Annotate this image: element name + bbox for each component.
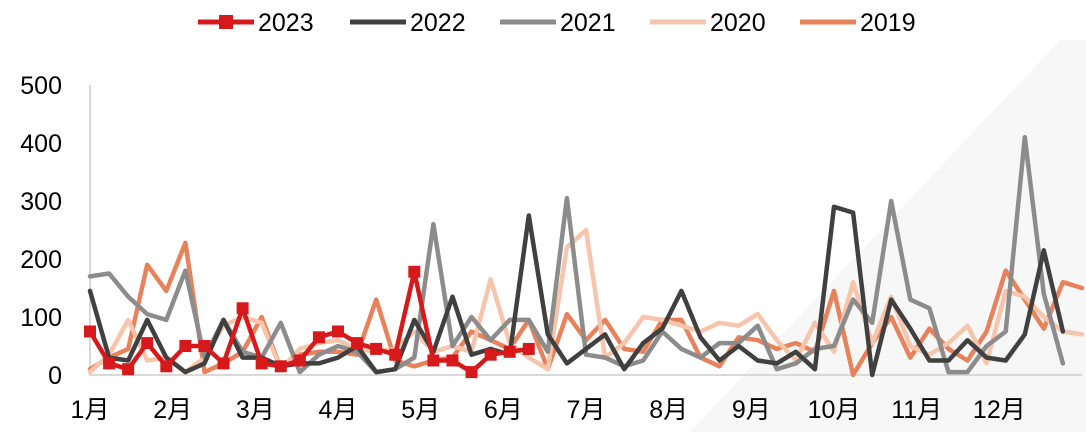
x-tick-labels: 1月 2月 3月 4月 5月 6月 7月 8月 9月 10月 11月 12月 xyxy=(71,396,1026,424)
x-tick-label: 11月 xyxy=(891,396,942,424)
x-tick-label: 9月 xyxy=(732,396,771,424)
x-tick-label: 4月 xyxy=(319,396,358,424)
y-tick-label: 500 xyxy=(20,72,62,100)
point-2023 xyxy=(179,340,192,352)
point-2023 xyxy=(332,325,344,338)
series-line-2020 xyxy=(87,227,1085,375)
legend-label-2022: 2022 xyxy=(410,9,466,37)
point-2023 xyxy=(84,325,96,338)
y-tick-label: 400 xyxy=(20,130,62,158)
legend: 2023 2022 2021 2020 2019 xyxy=(198,9,916,37)
y-tick-label: 200 xyxy=(20,246,62,274)
point-2023 xyxy=(503,345,516,358)
y-tick-label: 100 xyxy=(20,304,62,332)
x-tick-label: 5月 xyxy=(401,396,440,424)
point-2023 xyxy=(522,342,535,355)
x-tick-label: 8月 xyxy=(649,396,688,424)
x-tick-label: 12月 xyxy=(973,396,1026,424)
point-2023 xyxy=(484,348,497,361)
x-tick-label: 6月 xyxy=(484,396,523,424)
point-2023 xyxy=(427,354,440,367)
point-2023 xyxy=(217,357,230,370)
y-tick-label: 300 xyxy=(20,188,62,216)
x-tick-label: 2月 xyxy=(153,396,192,424)
legend-label-2023: 2023 xyxy=(258,9,314,37)
point-2023 xyxy=(389,348,402,361)
point-2023 xyxy=(274,360,287,373)
series-line-2021 xyxy=(87,134,1066,375)
x-tick-label: 1月 xyxy=(71,396,110,424)
point-2023 xyxy=(160,360,173,373)
point-2023 xyxy=(236,302,249,315)
point-2023 xyxy=(198,340,211,352)
point-2023 xyxy=(103,357,116,370)
legend-label-2019: 2019 xyxy=(860,9,916,37)
legend-label-2020: 2020 xyxy=(710,9,766,37)
point-2023 xyxy=(351,337,364,350)
point-2023 xyxy=(370,342,383,355)
point-2023 xyxy=(293,354,306,367)
point-2023 xyxy=(408,265,421,278)
x-tick-label: 3月 xyxy=(236,396,275,424)
y-tick-labels: 0 100 200 300 400 500 xyxy=(20,72,62,390)
point-2023 xyxy=(465,366,478,379)
point-2023 xyxy=(255,357,268,370)
point-2023 xyxy=(446,354,459,367)
legend-label-2021: 2021 xyxy=(560,9,616,37)
series-group xyxy=(84,134,1085,379)
legend-marker-2023 xyxy=(219,15,233,29)
x-tick-label: 7月 xyxy=(567,396,606,424)
series-line-2022 xyxy=(87,204,1066,378)
point-2023 xyxy=(122,363,135,376)
point-2023 xyxy=(141,337,154,350)
point-2023 xyxy=(312,331,325,344)
y-tick-label: 0 xyxy=(48,362,62,390)
x-tick-label: 10月 xyxy=(808,396,861,424)
